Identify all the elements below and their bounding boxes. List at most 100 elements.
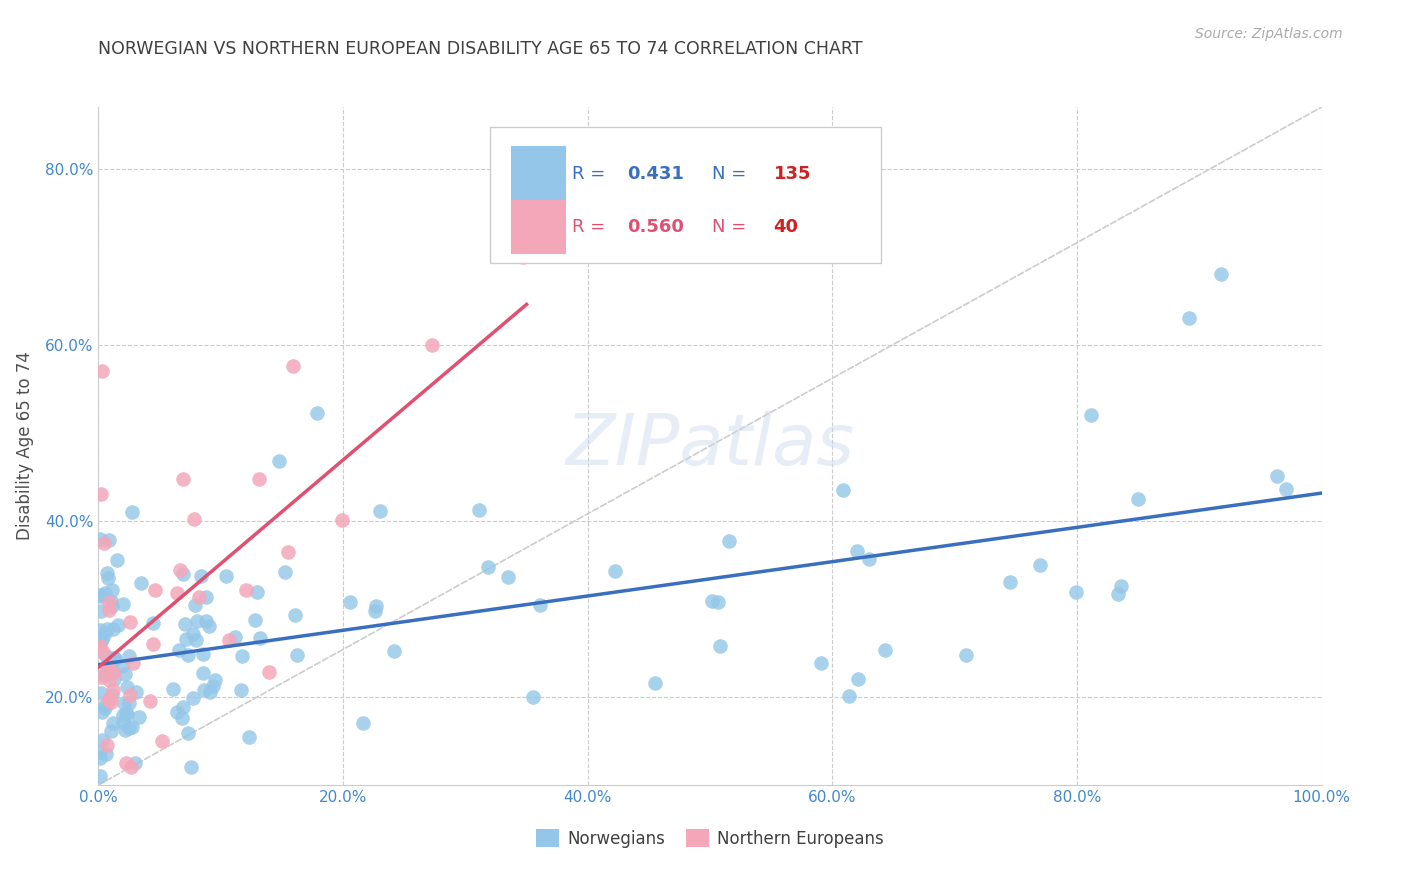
Point [605, 564, 627, 578]
Point [177, 648, 200, 662]
Point [103, 622, 125, 636]
Point [166, 705, 188, 719]
Text: NORWEGIAN VS NORTHERN EUROPEAN DISABILITY AGE 65 TO 74 CORRELATION CHART: NORWEGIAN VS NORTHERN EUROPEAN DISABILIT… [98, 40, 863, 58]
Point [709, 640, 731, 654]
Point [195, 614, 218, 628]
Point [94, 698, 117, 712]
Point [193, 666, 215, 681]
Point [468, 503, 491, 517]
Point [366, 599, 388, 613]
Point [190, 569, 212, 583]
Point [142, 615, 165, 630]
Text: R =: R = [572, 219, 610, 236]
Point [330, 513, 353, 527]
Point [172, 699, 194, 714]
Point [91, 632, 114, 647]
Point [96, 738, 118, 752]
Point [96, 661, 118, 675]
Point [174, 632, 197, 647]
Point [100, 594, 122, 608]
Text: N =: N = [713, 219, 752, 236]
Point [114, 756, 136, 770]
Point [201, 679, 224, 693]
Point [103, 651, 125, 665]
Point [115, 707, 138, 722]
Point [231, 649, 253, 664]
Text: 135: 135 [773, 165, 811, 183]
Point [169, 563, 191, 577]
Point [89, 533, 111, 547]
Point [267, 454, 290, 468]
Point [100, 723, 122, 738]
Y-axis label: Disability Age 65 to 74: Disability Age 65 to 74 [15, 351, 34, 541]
Point [115, 706, 138, 720]
Text: N =: N = [713, 165, 752, 183]
Point [96, 622, 118, 636]
Point [246, 584, 269, 599]
Point [858, 552, 880, 566]
Point [112, 696, 135, 710]
Point [128, 709, 150, 723]
Point [111, 659, 134, 673]
Point [97, 603, 120, 617]
Point [235, 582, 257, 597]
Point [100, 695, 122, 709]
Point [204, 673, 226, 688]
Point [1080, 408, 1102, 422]
Point [117, 680, 139, 694]
Text: ZIPatlas: ZIPatlas [565, 411, 855, 481]
Point [831, 483, 853, 497]
FancyBboxPatch shape [510, 200, 565, 254]
Point [112, 715, 135, 730]
Point [98, 691, 121, 706]
Point [183, 598, 205, 612]
Point [191, 648, 214, 662]
Point [259, 665, 281, 680]
Point [124, 756, 146, 770]
Point [307, 406, 329, 420]
Point [139, 693, 162, 707]
Point [98, 653, 121, 667]
Point [97, 659, 120, 673]
Point [284, 608, 307, 623]
Point [89, 639, 111, 653]
Point [166, 586, 188, 600]
Point [94, 701, 117, 715]
Point [1209, 268, 1232, 282]
FancyBboxPatch shape [489, 128, 882, 263]
Point [274, 565, 297, 579]
Point [1000, 575, 1022, 590]
Point [238, 730, 260, 744]
Point [107, 618, 129, 632]
Point [89, 769, 111, 783]
Point [838, 690, 860, 704]
Point [197, 618, 219, 632]
Point [177, 725, 200, 739]
Point [97, 595, 120, 609]
Point [1064, 584, 1087, 599]
Text: R =: R = [572, 165, 610, 183]
Point [101, 665, 124, 680]
Point [1109, 579, 1132, 593]
Point [96, 566, 118, 581]
Point [121, 657, 143, 671]
Point [114, 723, 136, 737]
Point [873, 643, 896, 657]
Point [1107, 587, 1129, 601]
Point [101, 599, 124, 614]
Point [186, 614, 208, 628]
Point [90, 670, 112, 684]
Point [111, 598, 134, 612]
Point [167, 642, 190, 657]
Point [94, 649, 117, 664]
Point [97, 571, 120, 585]
Point [118, 648, 141, 663]
Point [529, 598, 551, 612]
Point [181, 626, 204, 640]
Point [277, 544, 299, 558]
Point [224, 630, 246, 644]
Point [98, 533, 121, 548]
Point [184, 633, 207, 648]
Point [512, 250, 534, 264]
Point [91, 364, 114, 378]
